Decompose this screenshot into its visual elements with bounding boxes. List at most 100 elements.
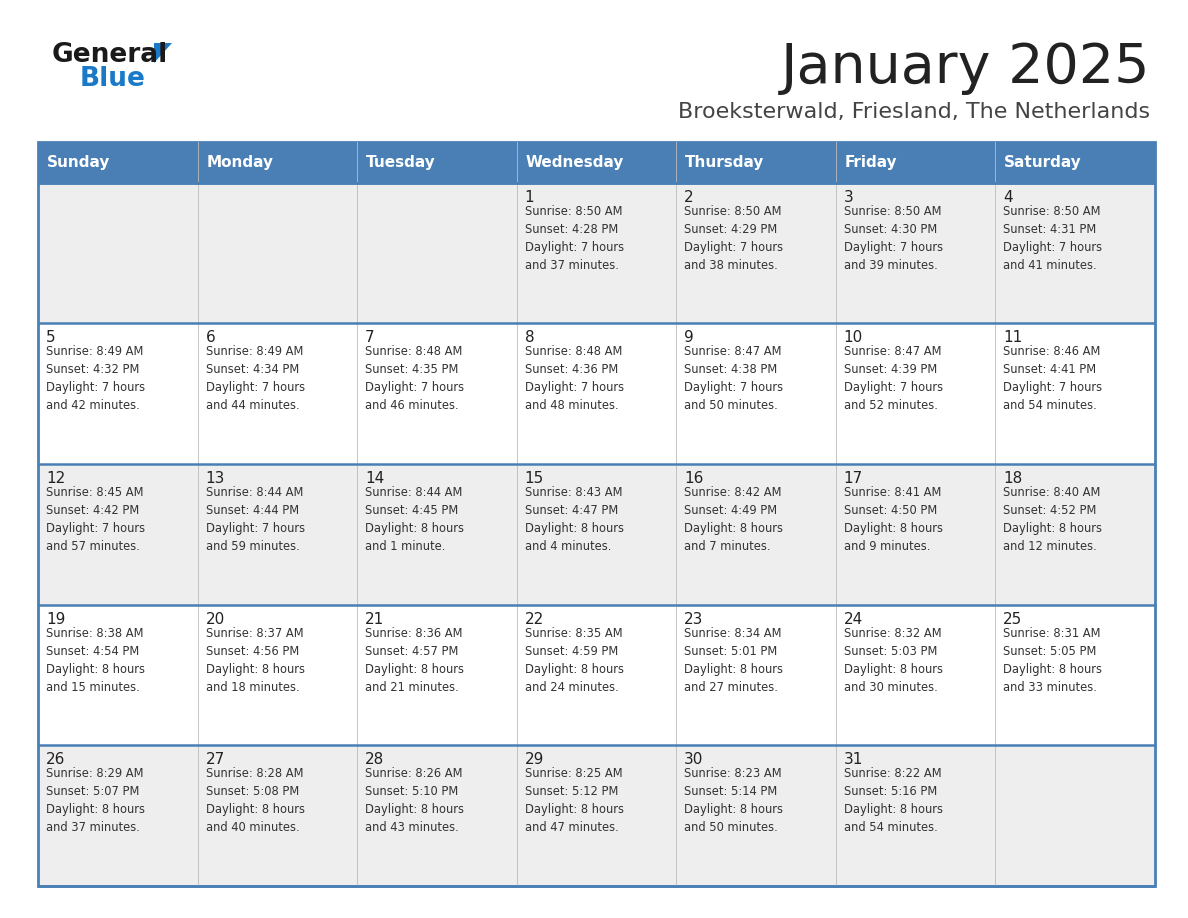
Text: Sunrise: 8:35 AM
Sunset: 4:59 PM
Daylight: 8 hours
and 24 minutes.: Sunrise: 8:35 AM Sunset: 4:59 PM Dayligh…	[525, 627, 624, 694]
Bar	[996, 605, 1155, 745]
Text: 11: 11	[1003, 330, 1023, 345]
Text: 24: 24	[843, 611, 862, 627]
Text: 27: 27	[206, 752, 225, 767]
Bar	[38, 142, 197, 183]
Text: Sunrise: 8:37 AM
Sunset: 4:56 PM
Daylight: 8 hours
and 18 minutes.: Sunrise: 8:37 AM Sunset: 4:56 PM Dayligh…	[206, 627, 304, 694]
Text: Sunrise: 8:26 AM
Sunset: 5:10 PM
Daylight: 8 hours
and 43 minutes.: Sunrise: 8:26 AM Sunset: 5:10 PM Dayligh…	[365, 767, 465, 834]
Text: Sunrise: 8:34 AM
Sunset: 5:01 PM
Daylight: 8 hours
and 27 minutes.: Sunrise: 8:34 AM Sunset: 5:01 PM Dayligh…	[684, 627, 783, 694]
Text: 26: 26	[46, 752, 65, 767]
Text: 29: 29	[525, 752, 544, 767]
Bar	[517, 745, 676, 886]
Text: Sunrise: 8:31 AM
Sunset: 5:05 PM
Daylight: 8 hours
and 33 minutes.: Sunrise: 8:31 AM Sunset: 5:05 PM Dayligh…	[1003, 627, 1102, 694]
Bar	[38, 142, 1155, 886]
Text: Friday: Friday	[845, 155, 897, 170]
Bar	[676, 605, 835, 745]
Text: 10: 10	[843, 330, 862, 345]
Text: Sunrise: 8:41 AM
Sunset: 4:50 PM
Daylight: 8 hours
and 9 minutes.: Sunrise: 8:41 AM Sunset: 4:50 PM Dayligh…	[843, 486, 942, 553]
Text: Sunrise: 8:23 AM
Sunset: 5:14 PM
Daylight: 8 hours
and 50 minutes.: Sunrise: 8:23 AM Sunset: 5:14 PM Dayligh…	[684, 767, 783, 834]
Bar	[38, 745, 197, 886]
Bar	[197, 464, 358, 605]
Text: 4: 4	[1003, 190, 1013, 205]
Bar	[358, 464, 517, 605]
Bar	[38, 183, 197, 323]
Bar	[358, 745, 517, 886]
Bar	[517, 464, 676, 605]
Text: Sunrise: 8:47 AM
Sunset: 4:39 PM
Daylight: 7 hours
and 52 minutes.: Sunrise: 8:47 AM Sunset: 4:39 PM Dayligh…	[843, 345, 943, 412]
Text: General: General	[52, 42, 169, 68]
Bar	[358, 323, 517, 464]
Text: Sunrise: 8:38 AM
Sunset: 4:54 PM
Daylight: 8 hours
and 15 minutes.: Sunrise: 8:38 AM Sunset: 4:54 PM Dayligh…	[46, 627, 145, 694]
Bar	[835, 142, 996, 183]
Text: 21: 21	[365, 611, 385, 627]
Bar	[38, 464, 197, 605]
Text: 6: 6	[206, 330, 215, 345]
Polygon shape	[154, 43, 172, 63]
Bar	[676, 183, 835, 323]
Bar	[517, 605, 676, 745]
Bar	[38, 323, 197, 464]
Bar	[197, 745, 358, 886]
Bar	[358, 183, 517, 323]
Text: Sunrise: 8:22 AM
Sunset: 5:16 PM
Daylight: 8 hours
and 54 minutes.: Sunrise: 8:22 AM Sunset: 5:16 PM Dayligh…	[843, 767, 942, 834]
Text: 1: 1	[525, 190, 535, 205]
Text: 7: 7	[365, 330, 374, 345]
Text: Sunrise: 8:47 AM
Sunset: 4:38 PM
Daylight: 7 hours
and 50 minutes.: Sunrise: 8:47 AM Sunset: 4:38 PM Dayligh…	[684, 345, 783, 412]
Text: Sunrise: 8:42 AM
Sunset: 4:49 PM
Daylight: 8 hours
and 7 minutes.: Sunrise: 8:42 AM Sunset: 4:49 PM Dayligh…	[684, 486, 783, 553]
Bar	[676, 142, 835, 183]
Text: 5: 5	[46, 330, 56, 345]
Text: Sunrise: 8:50 AM
Sunset: 4:29 PM
Daylight: 7 hours
and 38 minutes.: Sunrise: 8:50 AM Sunset: 4:29 PM Dayligh…	[684, 205, 783, 272]
Text: Sunrise: 8:50 AM
Sunset: 4:28 PM
Daylight: 7 hours
and 37 minutes.: Sunrise: 8:50 AM Sunset: 4:28 PM Dayligh…	[525, 205, 624, 272]
Text: 18: 18	[1003, 471, 1023, 486]
Text: Sunrise: 8:32 AM
Sunset: 5:03 PM
Daylight: 8 hours
and 30 minutes.: Sunrise: 8:32 AM Sunset: 5:03 PM Dayligh…	[843, 627, 942, 694]
Bar	[835, 183, 996, 323]
Text: 28: 28	[365, 752, 385, 767]
Text: Sunrise: 8:25 AM
Sunset: 5:12 PM
Daylight: 8 hours
and 47 minutes.: Sunrise: 8:25 AM Sunset: 5:12 PM Dayligh…	[525, 767, 624, 834]
Text: Blue: Blue	[80, 66, 146, 92]
Text: 14: 14	[365, 471, 385, 486]
Text: Sunrise: 8:50 AM
Sunset: 4:31 PM
Daylight: 7 hours
and 41 minutes.: Sunrise: 8:50 AM Sunset: 4:31 PM Dayligh…	[1003, 205, 1102, 272]
Text: Sunrise: 8:44 AM
Sunset: 4:45 PM
Daylight: 8 hours
and 1 minute.: Sunrise: 8:44 AM Sunset: 4:45 PM Dayligh…	[365, 486, 465, 553]
Text: Sunrise: 8:28 AM
Sunset: 5:08 PM
Daylight: 8 hours
and 40 minutes.: Sunrise: 8:28 AM Sunset: 5:08 PM Dayligh…	[206, 767, 304, 834]
Bar	[197, 323, 358, 464]
Text: Sunrise: 8:48 AM
Sunset: 4:36 PM
Daylight: 7 hours
and 48 minutes.: Sunrise: 8:48 AM Sunset: 4:36 PM Dayligh…	[525, 345, 624, 412]
Text: Sunrise: 8:45 AM
Sunset: 4:42 PM
Daylight: 7 hours
and 57 minutes.: Sunrise: 8:45 AM Sunset: 4:42 PM Dayligh…	[46, 486, 145, 553]
Bar	[197, 142, 358, 183]
Text: Sunrise: 8:36 AM
Sunset: 4:57 PM
Daylight: 8 hours
and 21 minutes.: Sunrise: 8:36 AM Sunset: 4:57 PM Dayligh…	[365, 627, 465, 694]
Text: Sunday: Sunday	[48, 155, 110, 170]
Bar	[835, 323, 996, 464]
Text: 30: 30	[684, 752, 703, 767]
Bar	[996, 323, 1155, 464]
Bar	[38, 605, 197, 745]
Text: January 2025: January 2025	[781, 41, 1150, 95]
Text: 16: 16	[684, 471, 703, 486]
Text: 25: 25	[1003, 611, 1023, 627]
Bar	[676, 464, 835, 605]
Text: 17: 17	[843, 471, 862, 486]
Text: Sunrise: 8:44 AM
Sunset: 4:44 PM
Daylight: 7 hours
and 59 minutes.: Sunrise: 8:44 AM Sunset: 4:44 PM Dayligh…	[206, 486, 304, 553]
Bar	[517, 142, 676, 183]
Text: Sunrise: 8:48 AM
Sunset: 4:35 PM
Daylight: 7 hours
and 46 minutes.: Sunrise: 8:48 AM Sunset: 4:35 PM Dayligh…	[365, 345, 465, 412]
Bar	[358, 605, 517, 745]
Bar	[835, 745, 996, 886]
Text: 20: 20	[206, 611, 225, 627]
Bar	[996, 142, 1155, 183]
Text: Broeksterwald, Friesland, The Netherlands: Broeksterwald, Friesland, The Netherland…	[678, 102, 1150, 122]
Text: 3: 3	[843, 190, 853, 205]
Text: Tuesday: Tuesday	[366, 155, 436, 170]
Text: Sunrise: 8:43 AM
Sunset: 4:47 PM
Daylight: 8 hours
and 4 minutes.: Sunrise: 8:43 AM Sunset: 4:47 PM Dayligh…	[525, 486, 624, 553]
Text: Sunrise: 8:50 AM
Sunset: 4:30 PM
Daylight: 7 hours
and 39 minutes.: Sunrise: 8:50 AM Sunset: 4:30 PM Dayligh…	[843, 205, 943, 272]
Text: Monday: Monday	[207, 155, 273, 170]
Text: Wednesday: Wednesday	[525, 155, 624, 170]
Text: Saturday: Saturday	[1004, 155, 1082, 170]
Text: 13: 13	[206, 471, 225, 486]
Bar	[676, 745, 835, 886]
Text: 9: 9	[684, 330, 694, 345]
Text: Sunrise: 8:49 AM
Sunset: 4:32 PM
Daylight: 7 hours
and 42 minutes.: Sunrise: 8:49 AM Sunset: 4:32 PM Dayligh…	[46, 345, 145, 412]
Text: Thursday: Thursday	[685, 155, 765, 170]
Text: 19: 19	[46, 611, 65, 627]
Text: Sunrise: 8:29 AM
Sunset: 5:07 PM
Daylight: 8 hours
and 37 minutes.: Sunrise: 8:29 AM Sunset: 5:07 PM Dayligh…	[46, 767, 145, 834]
Text: 12: 12	[46, 471, 65, 486]
Bar	[996, 745, 1155, 886]
Bar	[358, 142, 517, 183]
Bar	[197, 183, 358, 323]
